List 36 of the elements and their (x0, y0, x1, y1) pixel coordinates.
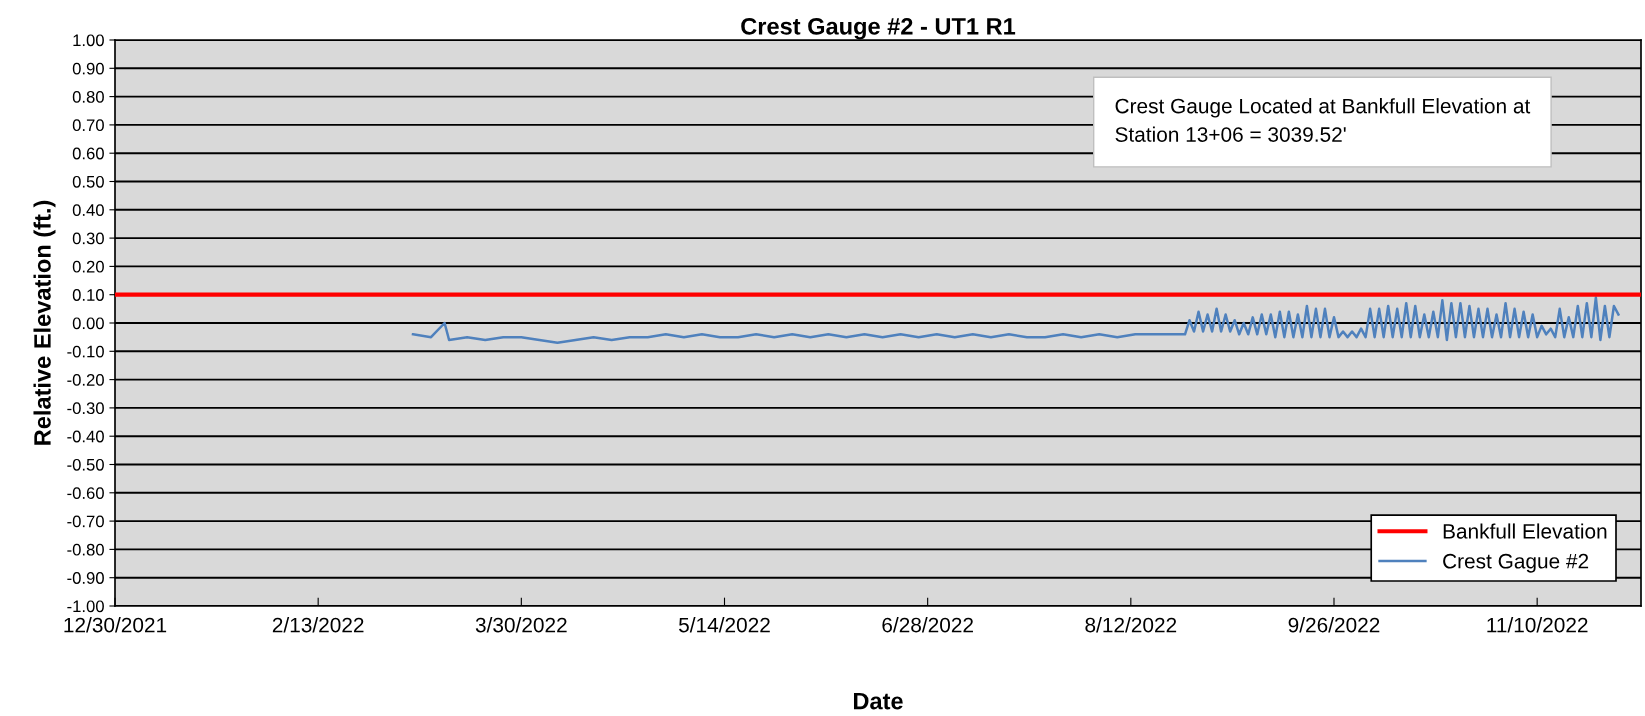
x-tick-label: 12/30/2021 (64, 617, 167, 633)
y-tick-label: -1.00 (67, 600, 104, 613)
y-tick-label: 0.90 (72, 62, 104, 75)
y-tick-label: -0.20 (67, 374, 104, 386)
y-tick-label: 0.00 (72, 317, 104, 330)
y-tick-label: 0.30 (72, 232, 104, 245)
legend-label: Crest Gague #2 (1443, 553, 1589, 573)
y-tick-label: 0.70 (72, 119, 104, 132)
y-tick-label: -0.50 (67, 458, 104, 471)
y-axis-title: Relative Elevation (ft.) (33, 200, 56, 445)
legend-label: Bankfull Elevation (1443, 523, 1607, 539)
y-tick-label: -0.70 (67, 515, 104, 528)
chart-title: Crest Gauge #2 - UT1 R1 (741, 17, 1016, 40)
y-tick-label: 0.50 (72, 175, 104, 188)
y-tick-label: 0.40 (72, 204, 104, 216)
x-tick-label: 11/10/2022 (1487, 617, 1588, 633)
y-tick-label: 0.60 (72, 147, 104, 160)
y-tick-label: -0.60 (67, 487, 104, 499)
x-tick-label: 9/26/2022 (1288, 617, 1380, 633)
x-tick-label: 2/13/2022 (272, 617, 364, 633)
x-tick-label: 3/30/2022 (475, 617, 567, 633)
annotation: Crest Gauge Located at Bankfull Elevation at Station 13+06 = 3039.52' (1115, 98, 1531, 142)
y-tick-label: -0.40 (67, 430, 104, 443)
y-tick-label: 0.80 (72, 91, 104, 103)
y-tick-label: 0.20 (72, 260, 104, 273)
x-tick-label: 8/12/2022 (1085, 617, 1177, 633)
y-tick-label: -0.10 (67, 345, 104, 358)
x-tick-label: 6/28/2022 (882, 617, 973, 633)
x-axis-title: Date (853, 692, 903, 710)
y-tick-label: -0.30 (67, 402, 104, 415)
y-tick-label: 1.00 (73, 34, 104, 47)
line-series (411, 296, 1620, 345)
x-tick-label: 5/14/2022 (678, 617, 770, 633)
y-tick-label: 0.10 (72, 289, 104, 301)
y-tick-label: -0.90 (67, 572, 104, 584)
y-tick-label: -0.80 (67, 543, 104, 556)
